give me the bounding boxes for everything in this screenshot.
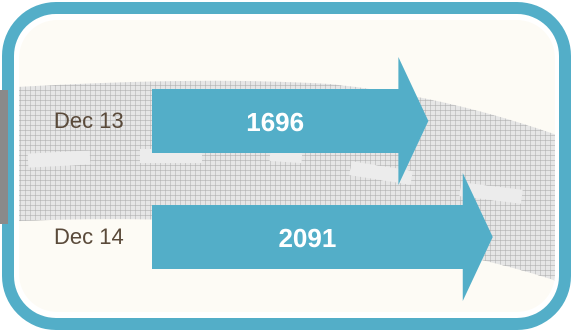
road-dash <box>27 150 91 168</box>
left-edge-tab <box>0 90 8 224</box>
road-dash <box>459 182 523 204</box>
bar-value-label-1: 1696 <box>246 107 304 137</box>
category-label-2: Dec 14 <box>54 224 124 249</box>
bar-value-label-2: 2091 <box>278 223 336 253</box>
bar-arrow-2 <box>152 173 493 301</box>
bar-arrow-1 <box>152 57 429 185</box>
category-label-1: Dec 13 <box>54 108 124 133</box>
road-dash <box>349 161 413 185</box>
